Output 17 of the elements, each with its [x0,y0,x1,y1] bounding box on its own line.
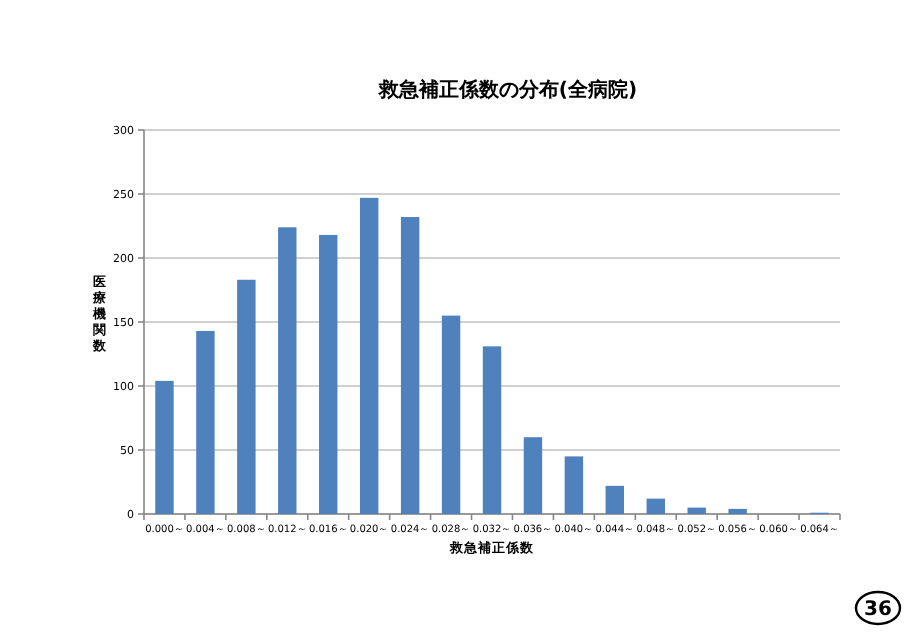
bar [155,380,174,514]
chart-title: 救急補正係数の分布(全病院) [376,78,638,102]
bar [400,217,420,514]
bar [728,508,747,514]
text: 36 [864,599,892,621]
bar [359,197,379,514]
bar [523,437,543,514]
bar [646,498,665,514]
bar [319,234,338,514]
bar [237,279,256,514]
bar [564,456,584,514]
bar [278,227,297,514]
bar [196,330,215,514]
bar [441,315,461,514]
bar [605,485,625,514]
bar [687,507,706,514]
bar [482,346,502,514]
